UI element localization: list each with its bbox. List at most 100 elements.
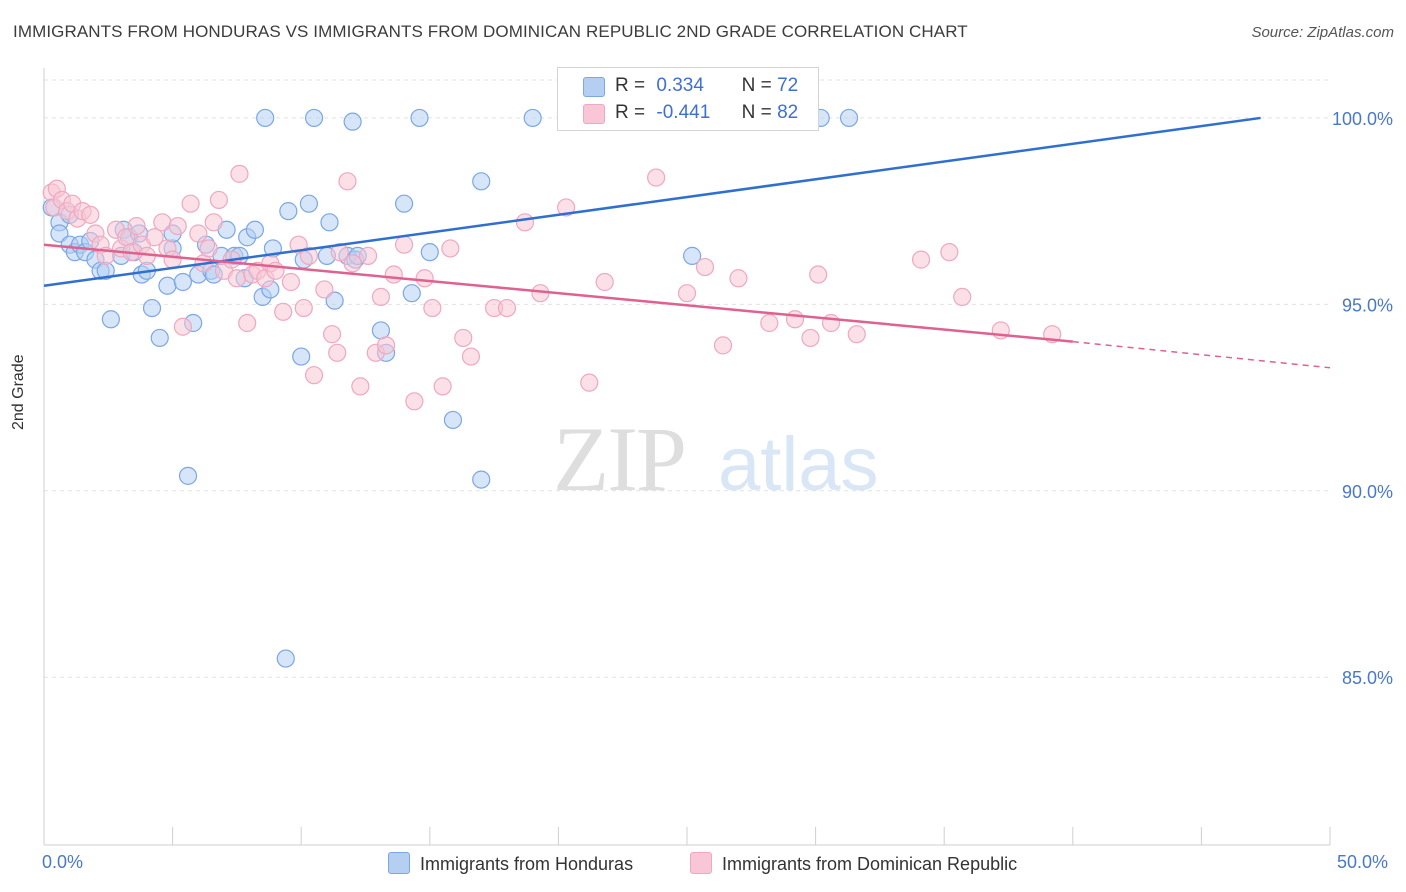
point-dominican bbox=[801, 328, 820, 348]
point-honduras bbox=[443, 410, 463, 430]
point-dominican bbox=[294, 298, 313, 318]
point-dominican bbox=[328, 343, 347, 362]
point-dominican bbox=[371, 287, 391, 306]
point-dominican bbox=[461, 347, 481, 366]
point-dominican bbox=[304, 366, 324, 385]
point-dominican bbox=[163, 250, 182, 269]
point-honduras bbox=[472, 470, 491, 489]
point-honduras bbox=[839, 108, 859, 128]
point-dominican bbox=[315, 280, 334, 299]
point-dominican bbox=[433, 377, 452, 396]
point-honduras bbox=[158, 276, 177, 295]
point-dominican bbox=[338, 172, 357, 191]
point-dominican bbox=[515, 213, 535, 232]
trend-line-honduras bbox=[43, 116, 1261, 287]
point-honduras bbox=[276, 649, 295, 668]
point-honduras bbox=[320, 213, 339, 232]
point-dominican bbox=[953, 287, 972, 306]
point-dominican bbox=[238, 313, 257, 333]
x-tick-min: 0.0% bbox=[42, 852, 84, 872]
legend-n-value-dominican: 82 bbox=[777, 102, 799, 123]
point-dominican bbox=[168, 216, 187, 236]
bottom-legend-label-honduras: Immigrants from Honduras bbox=[420, 854, 634, 874]
point-dominican bbox=[274, 302, 293, 321]
point-honduras bbox=[256, 108, 275, 128]
bottom-legend-swatch-honduras bbox=[388, 852, 410, 874]
point-honduras bbox=[402, 284, 421, 303]
bottom-legend-dominican: Immigrants from Dominican Republic bbox=[690, 852, 1017, 875]
point-honduras bbox=[299, 194, 319, 213]
legend-n-value-honduras: 72 bbox=[777, 75, 799, 96]
y-tick-label: 95.0% bbox=[1342, 295, 1393, 315]
point-dominican bbox=[394, 235, 414, 254]
watermark-atlas: atlas bbox=[718, 422, 879, 507]
x-tick-max: 50.0% bbox=[1337, 852, 1389, 872]
point-dominican bbox=[173, 317, 192, 336]
bottom-legend-swatch-dominican bbox=[690, 852, 712, 874]
point-dominican bbox=[299, 246, 319, 265]
point-dominican bbox=[230, 164, 249, 183]
point-dominican bbox=[809, 265, 828, 284]
watermark-zip: ZIP bbox=[553, 408, 685, 510]
point-dominican bbox=[81, 205, 100, 224]
point-dominican bbox=[595, 272, 614, 292]
point-dominican bbox=[351, 377, 370, 396]
point-honduras bbox=[410, 108, 429, 128]
point-honduras bbox=[245, 220, 265, 239]
legend-n-label: N = bbox=[741, 102, 772, 123]
point-dominican bbox=[557, 198, 576, 217]
point-dominican bbox=[441, 239, 460, 258]
point-honduras bbox=[150, 328, 169, 348]
point-honduras bbox=[101, 310, 120, 329]
point-dominican bbox=[199, 239, 218, 258]
point-dominican bbox=[405, 392, 424, 411]
correlation-legend: R = 0.334 N = 72 R = -0.441 N = 82 bbox=[557, 67, 819, 131]
legend-n-label: N = bbox=[741, 75, 772, 96]
point-dominican bbox=[695, 257, 715, 277]
legend-r-label: R = bbox=[615, 102, 646, 123]
watermark: ZIP atlas bbox=[553, 408, 879, 510]
y-tick-label: 100.0% bbox=[1332, 109, 1393, 129]
point-honduras bbox=[420, 243, 439, 262]
legend-r-value-dominican: -0.441 bbox=[656, 102, 711, 123]
data-points bbox=[42, 108, 1062, 668]
trend-lines bbox=[43, 116, 1331, 369]
point-honduras bbox=[343, 112, 362, 131]
legend-swatch-honduras bbox=[583, 77, 605, 97]
point-dominican bbox=[785, 310, 805, 329]
point-dominican bbox=[189, 224, 208, 243]
point-dominican bbox=[204, 213, 223, 232]
point-dominican bbox=[322, 325, 342, 344]
point-dominican bbox=[358, 246, 378, 265]
point-honduras bbox=[142, 298, 162, 318]
point-honduras bbox=[683, 246, 702, 265]
point-honduras bbox=[394, 194, 414, 213]
point-dominican bbox=[281, 272, 301, 292]
point-dominican bbox=[181, 194, 200, 213]
point-dominican bbox=[384, 265, 403, 284]
axes bbox=[43, 68, 1331, 846]
point-dominican bbox=[227, 269, 246, 288]
y-tick-label: 90.0% bbox=[1342, 482, 1393, 502]
bottom-legend-honduras: Immigrants from Honduras bbox=[388, 852, 633, 875]
point-honduras bbox=[50, 224, 69, 243]
y-axis-label: 2nd Grade bbox=[10, 354, 27, 430]
point-honduras bbox=[173, 272, 192, 292]
point-dominican bbox=[423, 298, 442, 318]
point-dominican bbox=[209, 190, 228, 210]
legend-swatch-dominican bbox=[583, 104, 605, 124]
point-honduras bbox=[325, 291, 344, 310]
point-dominican bbox=[145, 228, 164, 247]
point-honduras bbox=[304, 108, 324, 128]
point-dominican bbox=[497, 298, 517, 318]
trend-line-dominican bbox=[43, 243, 1073, 343]
point-dominican bbox=[580, 373, 599, 392]
point-dominican bbox=[940, 243, 959, 262]
y-tick-labels: 85.0% 90.0% 95.0% 100.0% bbox=[1332, 109, 1393, 688]
point-dominican bbox=[847, 325, 866, 344]
point-dominican bbox=[911, 250, 931, 269]
chart-title: IMMIGRANTS FROM HONDURAS VS IMMIGRANTS F… bbox=[13, 22, 968, 41]
point-dominican bbox=[330, 243, 349, 262]
legend-r-label: R = bbox=[615, 75, 646, 96]
